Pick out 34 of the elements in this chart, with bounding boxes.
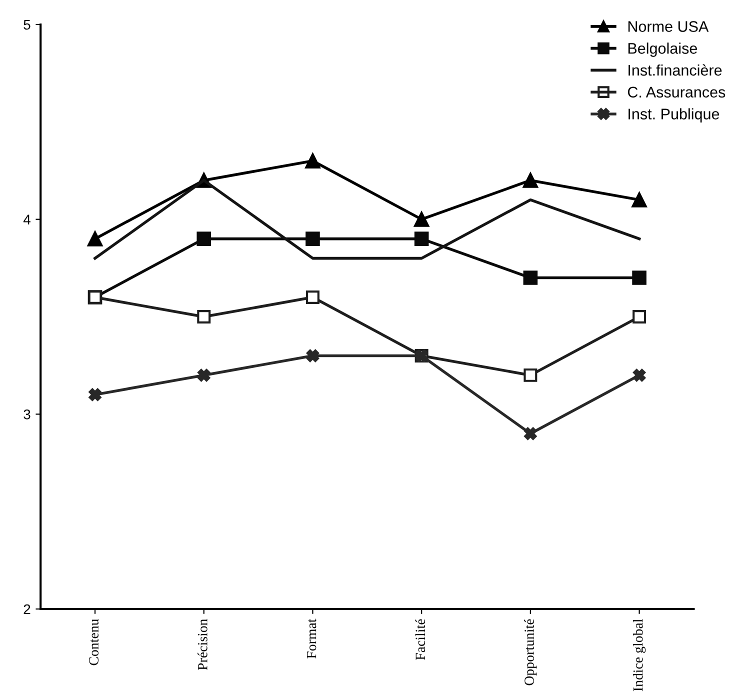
point [198, 368, 210, 382]
point [87, 231, 103, 246]
x-tick-label: Opportunité [524, 619, 537, 686]
legend-label: Inst. Publique [628, 108, 720, 122]
x-tick-label: Contenu [89, 618, 98, 666]
point [632, 192, 647, 208]
point [632, 310, 646, 324]
y-tick-label: 2 [24, 604, 30, 614]
y-tick-label: 4 [23, 214, 30, 224]
point [196, 232, 212, 246]
point [524, 368, 538, 382]
y-tick-label: 5 [24, 20, 30, 30]
point [197, 310, 211, 324]
point [523, 270, 538, 285]
legend-label: Belgolaise [628, 42, 698, 57]
y-tick-label: 3 [24, 410, 30, 420]
point [88, 388, 102, 402]
point [414, 232, 429, 246]
x-tick-label: Précision [198, 618, 208, 670]
legend-label: Inst.financière [628, 64, 722, 76]
point [522, 172, 538, 188]
x-tick-label: Facilité [415, 619, 426, 660]
point [306, 349, 320, 362]
point [524, 427, 537, 440]
x-tick-label: Indice global [632, 619, 646, 692]
legend-label: C. Assurances [628, 86, 726, 98]
legend-label: Norme USA [628, 21, 709, 32]
point [632, 368, 646, 382]
point [632, 270, 646, 285]
point [414, 212, 430, 227]
point [306, 232, 320, 246]
point [305, 153, 320, 168]
point [306, 290, 320, 304]
x-tick-label: Format [306, 618, 316, 658]
